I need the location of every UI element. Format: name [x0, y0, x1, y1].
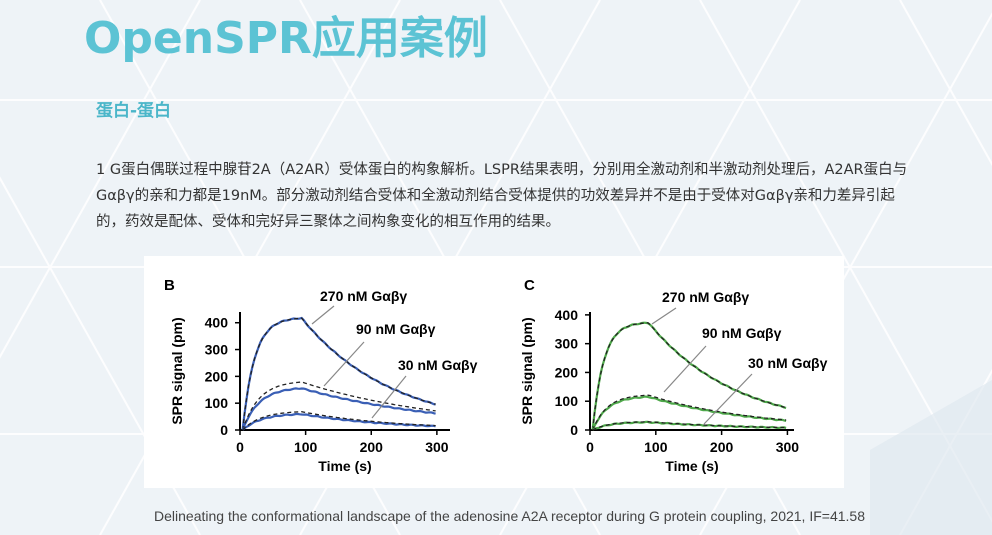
x-tick-label-c: 100 [644, 439, 668, 455]
series-label-c: 90 nM Gαβγ [702, 325, 782, 341]
x-axis-label-c: Time (s) [665, 458, 718, 474]
section-subtitle: 蛋白-蛋白 [96, 101, 172, 121]
series-label-c: 270 nM Gαβγ [662, 289, 749, 305]
fit-line-c [592, 421, 787, 431]
x-tick-label-c: 0 [586, 439, 594, 455]
series-label-b: 30 nM Gαβγ [398, 357, 478, 373]
page-title: OpenSPR应用案例 [84, 13, 488, 64]
x-tick-label-b: 300 [425, 439, 449, 455]
x-tick-label-c: 200 [710, 439, 734, 455]
x-tick-label-b: 0 [236, 439, 244, 455]
spr-charts: B 0 100 200 300 0 100 200 300 400 Time (s) SPR sign… [164, 277, 828, 474]
y-tick-label-c: 400 [555, 307, 579, 323]
y-tick-label-b: 100 [205, 395, 229, 411]
x-axis-label-b: Time (s) [318, 458, 371, 474]
description-paragraph: 1 G蛋白偶联过程中腺苷2A（A2AR）受体蛋白的构象解析。LSPR结果表明，分… [96, 162, 908, 230]
series-pointer-b [371, 375, 407, 419]
fit-line-b [241, 381, 436, 431]
y-tick-label-c: 300 [555, 336, 579, 352]
figure-caption: Delineating the conformational landscape… [154, 508, 865, 524]
x-tick-label-b: 100 [294, 439, 318, 455]
fit-line-c [591, 322, 787, 431]
fit-line-c [592, 394, 787, 431]
panel-label-c: C [524, 277, 535, 294]
series-pointer-b [323, 341, 365, 387]
series-pointer-b [311, 305, 335, 325]
x-tick-label-c: 300 [776, 439, 800, 455]
y-axis-label-c: SPR signal (pm) [519, 317, 535, 424]
y-tick-label-b: 200 [205, 368, 229, 384]
y-tick-label-c: 100 [555, 393, 579, 409]
x-tick-label-b: 200 [360, 439, 384, 455]
fit-line-b [241, 317, 436, 431]
series-line-b [241, 387, 436, 431]
y-tick-label-c: 0 [570, 422, 578, 438]
y-tick-label-b: 400 [205, 315, 229, 331]
panel-label-b: B [164, 277, 175, 294]
y-tick-label-b: 300 [205, 342, 229, 358]
series-line-b [241, 412, 436, 431]
y-tick-label-b: 0 [220, 422, 228, 438]
y-tick-label-c: 200 [555, 364, 579, 380]
spr-figure: B 0 100 200 300 0 100 200 300 400 Time (s) SPR sign… [144, 256, 844, 488]
y-axis-label-b: SPR signal (pm) [169, 317, 185, 424]
series-line-c [591, 395, 787, 431]
fit-line-b [242, 411, 436, 431]
series-pointer-c [651, 307, 677, 325]
series-pointer-c [663, 345, 707, 393]
series-pointer-c [703, 373, 753, 425]
series-label-b: 270 nM Gαβγ [320, 288, 407, 304]
series-label-c: 30 nM Gαβγ [748, 355, 828, 371]
series-label-b: 90 nM Gαβγ [356, 321, 436, 337]
